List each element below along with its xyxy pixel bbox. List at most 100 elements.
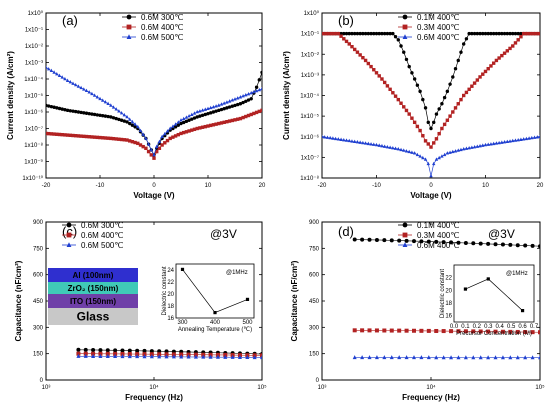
data-point bbox=[491, 61, 496, 65]
data-point bbox=[119, 118, 124, 122]
data-point bbox=[475, 144, 480, 148]
data-point bbox=[246, 98, 251, 102]
data-point bbox=[412, 77, 417, 81]
data-point bbox=[179, 131, 183, 136]
data-point bbox=[508, 355, 513, 360]
data-point bbox=[353, 47, 357, 52]
data-point bbox=[144, 136, 148, 140]
data-point bbox=[415, 124, 420, 129]
data-point bbox=[502, 31, 507, 36]
data-point bbox=[322, 134, 324, 139]
data-point bbox=[82, 87, 86, 91]
data-point bbox=[82, 111, 86, 115]
data-point bbox=[254, 85, 259, 89]
data-point bbox=[426, 328, 431, 333]
data-point bbox=[441, 240, 446, 245]
data-point bbox=[119, 137, 124, 142]
data-point bbox=[516, 38, 520, 42]
data-point bbox=[257, 109, 261, 114]
data-point bbox=[236, 96, 240, 100]
data-point bbox=[418, 128, 422, 133]
data-point bbox=[432, 161, 436, 166]
data-point bbox=[128, 139, 132, 143]
data-point bbox=[109, 136, 113, 141]
data-point bbox=[483, 69, 488, 74]
data-point bbox=[157, 146, 162, 150]
data-point bbox=[127, 354, 132, 359]
data-point bbox=[186, 354, 191, 359]
data-point bbox=[355, 140, 360, 144]
data-point bbox=[244, 99, 248, 103]
data-point bbox=[76, 353, 81, 358]
y-tick-label: 1x10⁻⁶ bbox=[300, 134, 319, 141]
inset-y-tick-label: 18 bbox=[167, 304, 174, 310]
data-point bbox=[222, 120, 226, 125]
data-point bbox=[149, 354, 154, 359]
data-point bbox=[198, 114, 202, 118]
data-point bbox=[449, 355, 454, 360]
y-axis-label: Current density (A/cm²) bbox=[6, 51, 15, 140]
data-point bbox=[511, 44, 515, 48]
data-point bbox=[111, 136, 116, 141]
inset-point bbox=[486, 277, 490, 281]
legend: 0.1M 400℃0.3M 400℃0.6M 400℃ bbox=[398, 13, 459, 42]
data-point bbox=[423, 106, 428, 110]
data-point bbox=[470, 145, 474, 149]
data-point bbox=[426, 142, 430, 146]
layer-label: Glass bbox=[77, 310, 110, 324]
data-point bbox=[230, 98, 234, 102]
data-point bbox=[142, 354, 147, 359]
data-point bbox=[98, 353, 103, 358]
data-point bbox=[136, 124, 140, 129]
series-0 bbox=[76, 347, 262, 357]
data-point bbox=[130, 140, 135, 144]
data-point bbox=[344, 31, 349, 36]
data-point bbox=[448, 82, 452, 86]
y-tick-label: 1x10⁰ bbox=[28, 10, 44, 17]
data-point bbox=[114, 137, 118, 141]
y-tick-label: 0 bbox=[40, 378, 44, 384]
data-point bbox=[230, 104, 234, 108]
data-point bbox=[91, 351, 96, 356]
data-point bbox=[117, 117, 121, 122]
data-point bbox=[74, 82, 78, 87]
data-point bbox=[136, 141, 140, 146]
data-point bbox=[363, 58, 368, 63]
data-point bbox=[190, 128, 194, 132]
inset-x-label: Annealing Temperature (℃) bbox=[178, 327, 252, 333]
data-point bbox=[98, 96, 102, 101]
data-point bbox=[426, 239, 431, 244]
data-point bbox=[360, 355, 365, 360]
x-tick-label: 10⁵ bbox=[535, 384, 545, 391]
data-point bbox=[65, 108, 70, 113]
data-point bbox=[434, 328, 439, 333]
data-point bbox=[71, 81, 75, 85]
panel-label: (a) bbox=[62, 13, 78, 28]
series-0 bbox=[352, 237, 540, 249]
data-point bbox=[200, 125, 205, 129]
data-point bbox=[385, 31, 390, 36]
x-axis-label: Frequency (Hz) bbox=[402, 393, 460, 402]
data-point bbox=[98, 351, 103, 356]
data-point bbox=[79, 134, 83, 138]
data-point bbox=[442, 95, 447, 100]
data-point bbox=[366, 141, 371, 146]
y-tick-label: 1x10⁻⁶ bbox=[24, 109, 43, 116]
data-point bbox=[404, 108, 409, 113]
inset-y-label: Dielectric constant bbox=[162, 266, 168, 315]
data-point bbox=[449, 240, 454, 245]
data-point bbox=[486, 31, 490, 36]
y-tick-label: 0 bbox=[316, 378, 320, 384]
data-point bbox=[399, 147, 403, 152]
data-point bbox=[71, 109, 75, 113]
data-point bbox=[367, 355, 372, 360]
data-point bbox=[432, 141, 436, 145]
data-point bbox=[421, 134, 425, 138]
data-point bbox=[500, 53, 504, 58]
data-point bbox=[333, 31, 338, 36]
inset-y-tick-label: 16 bbox=[445, 314, 452, 320]
data-point bbox=[389, 238, 394, 243]
data-point bbox=[173, 122, 178, 126]
data-point bbox=[505, 49, 509, 53]
data-point bbox=[441, 329, 446, 334]
